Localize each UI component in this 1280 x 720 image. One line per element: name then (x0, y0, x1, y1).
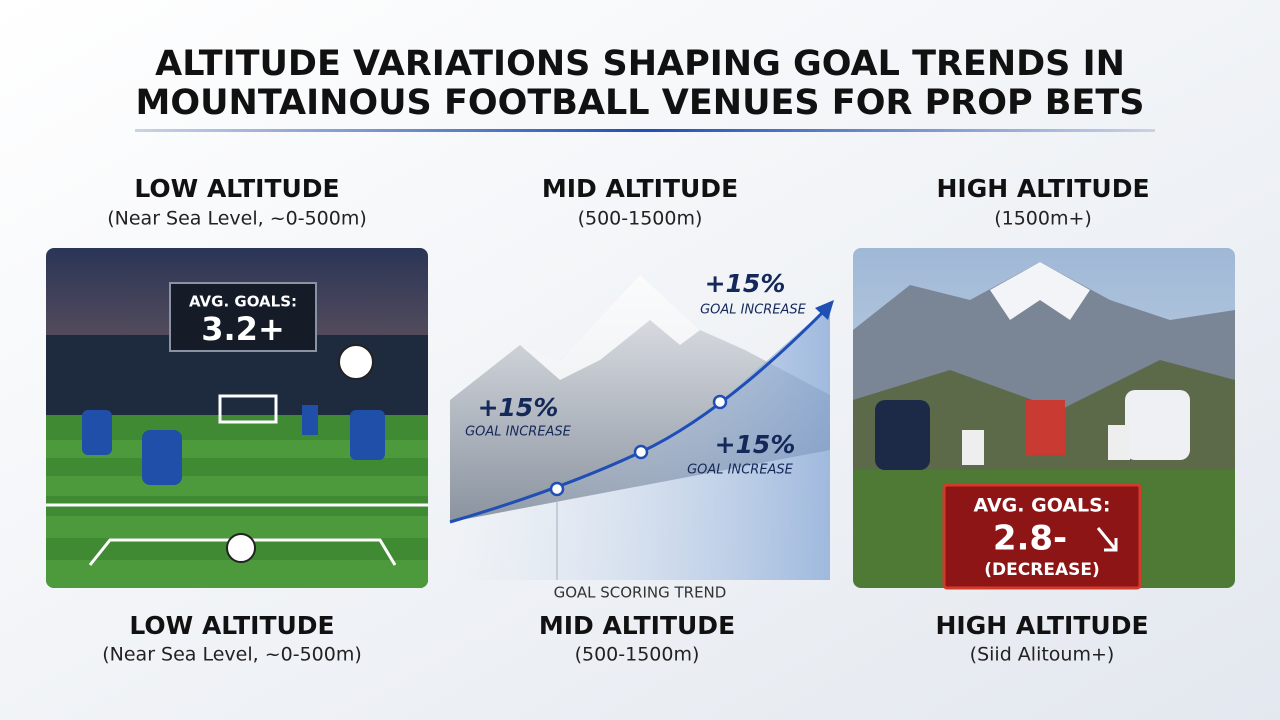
title-line: MOUNTAINOUS FOOTBALL VENUES FOR PROP BET… (136, 83, 1145, 123)
column-range: (500-1500m) (578, 208, 703, 230)
callout-change: +15% (705, 269, 786, 298)
callout-caption: GOAL INCREASE (465, 425, 572, 440)
column-heading: MID ALTITUDE (542, 174, 738, 203)
callout-caption: GOAL INCREASE (687, 463, 794, 478)
trend-label: GOAL SCORING TREND (554, 584, 727, 602)
panel-label: AVG. GOALS: (974, 495, 1111, 517)
panel-label: AVG. GOALS: (189, 293, 297, 311)
title-underline (135, 129, 1155, 132)
panel-note: (DECREASE) (984, 560, 1099, 580)
column-heading: HIGH ALTITUDE (936, 174, 1149, 203)
column-range: (Near Sea Level, ~0-500m) (107, 208, 367, 230)
callout-change: +15% (715, 430, 796, 459)
panel-value: 2.8- (993, 519, 1067, 559)
low-altitude-panel: AVG. GOALS: 3.2+ (46, 248, 428, 588)
column-range: (1500m+) (994, 208, 1092, 230)
footer-range: (Siid Alitoum+) (970, 644, 1115, 666)
title-line: ALTITUDE VARIATIONS SHAPING GOAL TRENDS … (155, 44, 1125, 84)
footer-heading: LOW ALTITUDE (129, 611, 334, 640)
footer-heading: HIGH ALTITUDE (935, 611, 1148, 640)
footer-range: (500-1500m) (575, 644, 700, 666)
column-heading: LOW ALTITUDE (134, 174, 339, 203)
footer-range: (Near Sea Level, ~0-500m) (102, 644, 362, 666)
callout-change: +15% (478, 393, 559, 422)
panel-value: 3.2+ (201, 310, 285, 348)
mid-altitude-graphic: +15% GOAL INCREASE +15% GOAL INCREASE +1… (449, 269, 834, 602)
callout-caption: GOAL INCREASE (700, 303, 807, 318)
high-altitude-panel: AVG. GOALS: 2.8- (DECREASE) (853, 248, 1235, 590)
footer-heading: MID ALTITUDE (539, 611, 735, 640)
